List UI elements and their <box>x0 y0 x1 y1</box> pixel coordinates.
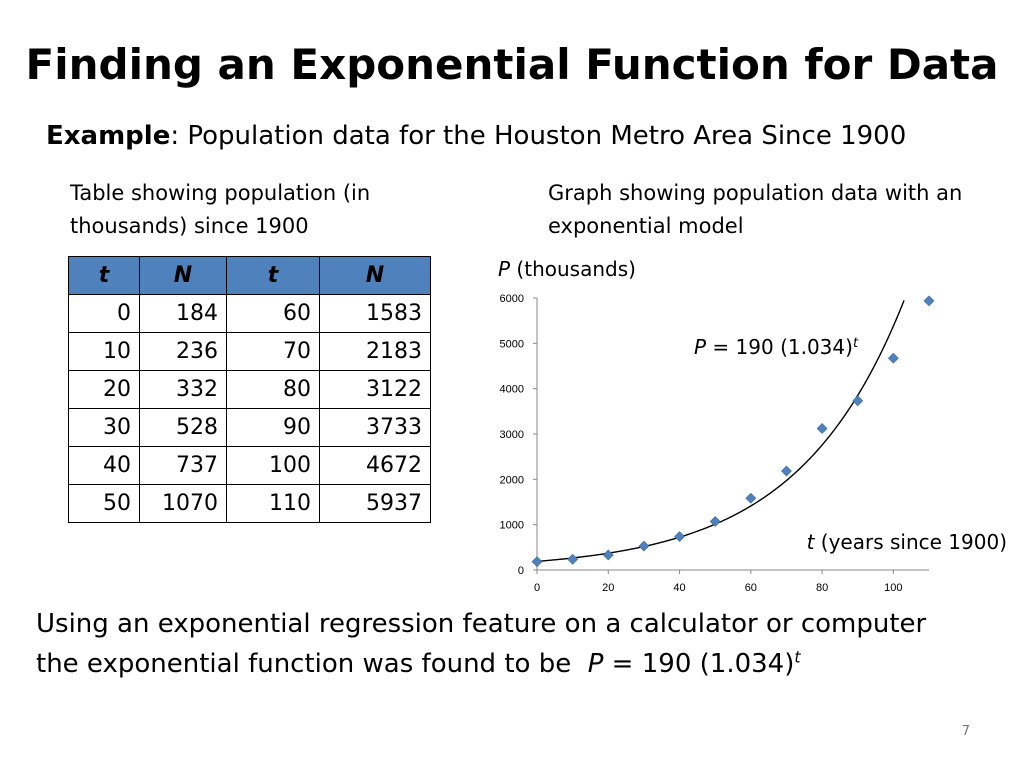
table-header-cell: t <box>226 256 320 295</box>
x-tick-label: 40 <box>673 582 685 594</box>
table-cell: 110 <box>226 484 320 523</box>
y-tick-label: 6000 <box>500 293 524 305</box>
data-point <box>709 516 721 527</box>
table-cell: 737 <box>139 446 227 485</box>
table-cell: 50 <box>68 484 140 523</box>
model-label-var: P <box>694 335 707 359</box>
table-row: 40 737 100 4672 <box>68 446 431 485</box>
bottom-text-line1: Using an exponential regression feature … <box>36 609 927 639</box>
data-point <box>674 531 685 543</box>
example-line: Example: Population data for the Houston… <box>46 118 1006 154</box>
y-tick-label: 5000 <box>500 338 524 350</box>
data-point <box>852 395 864 407</box>
x-axis-title-text: (years since 1900) <box>814 530 1007 554</box>
x-tick-label: 20 <box>602 582 614 594</box>
equation-body: = 190 (1.034) <box>603 649 795 679</box>
model-curve <box>536 300 905 563</box>
table-row: 0 184 60 1583 <box>68 294 431 333</box>
table-cell: 236 <box>139 332 227 371</box>
table-cell: 0 <box>68 294 140 333</box>
table-cell: 10 <box>68 332 140 371</box>
y-tick-label: 4000 <box>500 384 524 396</box>
table-cell: 528 <box>139 408 227 447</box>
y-tick-label: 1000 <box>500 520 524 532</box>
table-header-cell: N <box>319 256 431 295</box>
data-point <box>567 553 579 565</box>
bottom-text: Using an exponential regression feature … <box>36 604 1016 684</box>
equation-exponent: t <box>794 648 801 667</box>
bottom-text-line2: the exponential function was found to be… <box>36 644 1016 684</box>
table-cell: 332 <box>139 370 227 409</box>
table-cell: 80 <box>226 370 320 409</box>
table-cell: 100 <box>226 446 320 485</box>
table-cell: 5937 <box>319 484 431 523</box>
x-tick-label: 0 <box>534 582 540 594</box>
x-axis-title: t (years since 1900) <box>807 530 1007 554</box>
y-tick-label: 3000 <box>500 429 524 441</box>
model-label-body: = 190 (1.034) <box>706 335 853 359</box>
data-point <box>602 549 614 561</box>
table-cell: 90 <box>226 408 320 447</box>
data-point <box>781 465 792 477</box>
y-tick-label: 0 <box>518 565 524 577</box>
population-chart: 0 1000 2000 3000 4000 5000 6000 0 20 40 60 80 100 P (… <box>498 257 1007 594</box>
table-cell: 3122 <box>319 370 431 409</box>
table-header-row: t N t N <box>68 256 431 295</box>
table-cell: 2183 <box>319 332 431 371</box>
x-tick-label: 60 <box>745 582 757 594</box>
table-cell: 3733 <box>319 408 431 447</box>
y-axis-title: P (thousands) <box>498 257 636 281</box>
table-row: 20 332 80 3122 <box>68 370 431 409</box>
example-label: Example <box>46 121 171 151</box>
table-row: 10 236 70 2183 <box>68 332 431 371</box>
model-equation-label: P = 190 (1.034)t <box>694 335 859 359</box>
data-point <box>887 352 899 364</box>
data-point <box>745 492 757 504</box>
table-cell: 1070 <box>139 484 227 523</box>
table-cell: 30 <box>68 408 140 447</box>
table-cell: 60 <box>226 294 320 333</box>
equation-var: P <box>587 649 604 679</box>
example-text: : Population data for the Houston Metro … <box>170 121 907 151</box>
table-row: 50 1070 110 5937 <box>68 484 431 523</box>
population-table: t N t N 0 184 60 1583 10 236 70 2183 20 332 80 3122… <box>68 256 431 523</box>
table-cell: 1583 <box>319 294 431 333</box>
table-cell: 20 <box>68 370 140 409</box>
slide-title: Finding an Exponential Function for Data <box>25 40 999 89</box>
graph-caption: Graph showing population data with an ex… <box>548 181 963 238</box>
table-header-cell: t <box>68 256 140 295</box>
page-number: 7 <box>961 724 970 739</box>
table-caption: Table showing population (in thousands) … <box>70 181 371 238</box>
y-axis-title-text: (thousands) <box>510 257 636 281</box>
data-point <box>638 540 650 552</box>
data-point <box>923 295 935 307</box>
data-point <box>531 556 543 568</box>
data-point <box>816 423 828 434</box>
table-cell: 70 <box>226 332 320 371</box>
y-tick-label: 2000 <box>500 474 524 486</box>
x-tick-label: 80 <box>816 582 828 594</box>
bottom-text-line2-body: the exponential function was found to be <box>36 649 572 679</box>
table-row: 30 528 90 3733 <box>68 408 431 447</box>
table-cell: 40 <box>68 446 140 485</box>
model-label-exp: t <box>853 336 859 351</box>
table-cell: 4672 <box>319 446 431 485</box>
table-header-cell: N <box>139 256 227 295</box>
x-axis-title-var: t <box>807 530 816 554</box>
table-cell: 184 <box>139 294 227 333</box>
x-tick-label: 100 <box>884 582 902 594</box>
y-axis-title-var: P <box>498 257 511 281</box>
